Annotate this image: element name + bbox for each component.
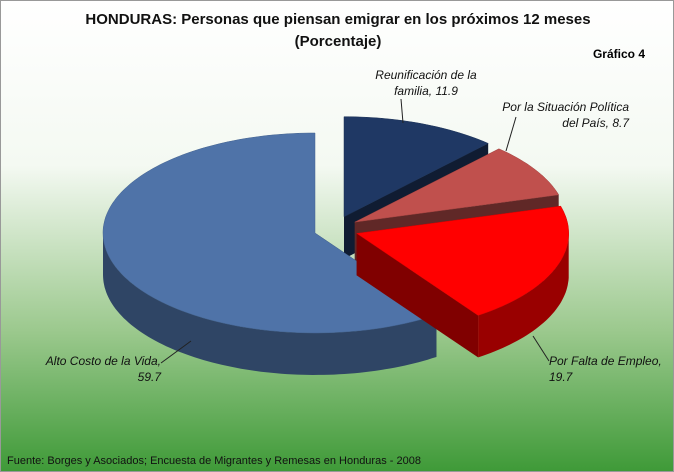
label-value: 11.9 (435, 84, 458, 98)
leader-line (532, 335, 550, 362)
label-value: 19.7 (549, 370, 573, 384)
chart-title: HONDURAS: Personas que piensan emigrar e… (85, 11, 591, 28)
slice (343, 116, 489, 218)
label-category: Por la Situación Política del País (502, 100, 629, 130)
label-category: Reunificación de la familia (375, 68, 476, 98)
data-label: Por la Situación Política del País 8.7 (489, 99, 629, 131)
data-label: Por Falta de Empleo 19.7 (549, 353, 669, 385)
slice-side (356, 233, 479, 358)
label-category: Por Falta de Empleo (549, 354, 662, 368)
slice (356, 205, 569, 316)
slice-wall (103, 233, 437, 375)
slice (102, 132, 437, 334)
label-value: 59.7 (137, 370, 161, 384)
chart-subtitle: (Porcentaje) (294, 33, 382, 50)
label-value: 8.7 (612, 116, 629, 130)
data-label: Alto Costo de la Vida 59.7 (21, 353, 161, 385)
slice (354, 148, 560, 223)
leader-line (400, 98, 404, 124)
data-label: Reunificación de la familia 11.9 (361, 67, 491, 99)
source: Fuente: Borges y Asociados; Encuesta de … (7, 455, 421, 467)
annotation: Gráfico 4 (592, 47, 645, 61)
leader-line (160, 340, 192, 364)
leader-line (505, 116, 517, 152)
label-category: Alto Costo de la Vida (46, 354, 161, 368)
